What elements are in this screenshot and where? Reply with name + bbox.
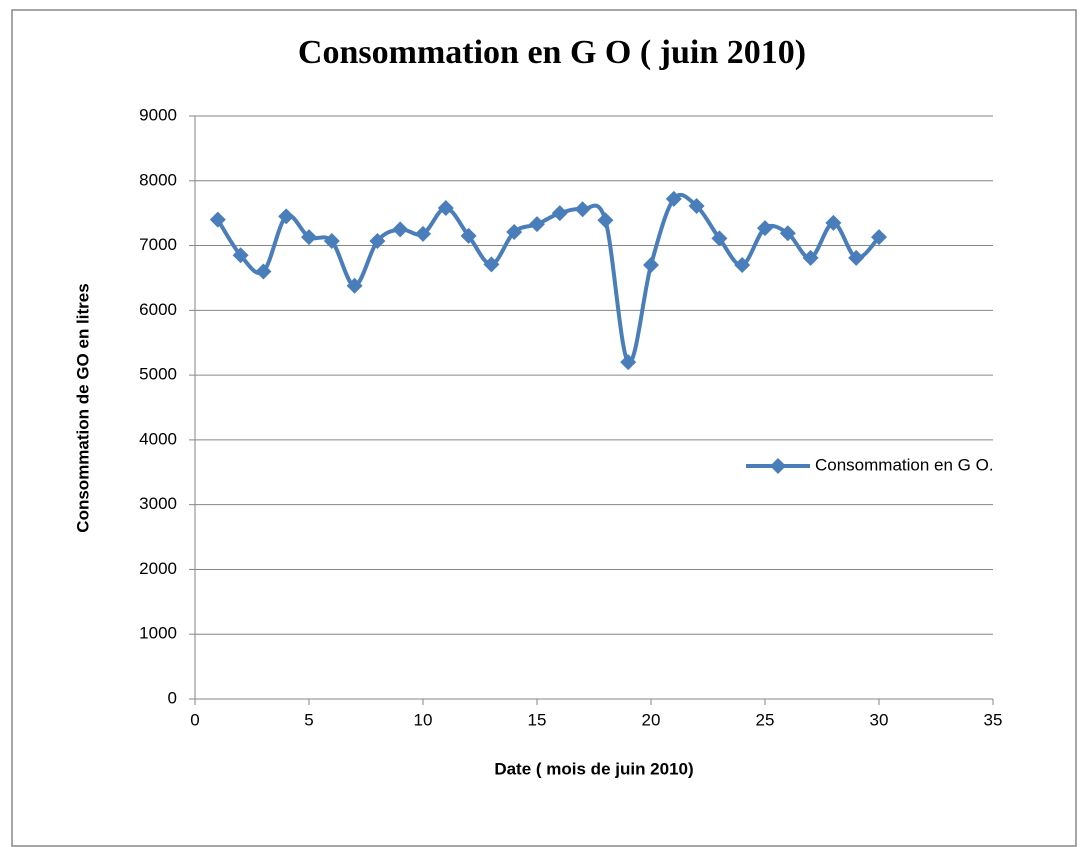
y-axis-title: Consommation de GO en litres [73,283,92,532]
point [871,229,887,246]
point [620,354,637,371]
legend-marker [770,458,786,474]
x-tick-label: 30 [870,710,889,729]
point [665,190,682,207]
point [232,247,249,264]
point [506,223,523,240]
x-axis-title: Date ( mois de juin 2010) [494,759,693,778]
y-tick-label: 8000 [139,170,177,189]
y-tick-label: 3000 [139,494,177,513]
point [802,249,819,266]
chart-title: Consommation en G O ( juin 2010) [298,34,806,71]
y-tick-label: 9000 [139,105,177,124]
x-tick-label: 10 [414,710,433,729]
point [688,198,705,215]
x-tick-label: 5 [304,710,313,729]
x-tick-label: 15 [528,710,547,729]
point [369,233,386,250]
point [551,205,568,222]
point [392,221,409,238]
point [460,227,477,244]
y-tick-label: 1000 [139,624,177,643]
point [437,199,454,216]
point [301,229,317,246]
y-tick-label: 0 [168,688,177,707]
y-tick-label: 7000 [139,235,177,254]
chart-frame [11,9,1077,847]
point [848,249,865,266]
x-tick-label: 35 [984,710,1003,729]
point [415,225,431,242]
x-tick-label: 0 [190,710,199,729]
point [597,212,614,229]
point [711,230,728,247]
point [734,256,751,273]
legend-label: Consommation en G O. [815,455,994,474]
point [323,233,340,250]
point [483,256,500,273]
point [643,256,659,273]
point [255,263,272,280]
y-tick-label: 4000 [139,429,177,448]
point [825,214,842,231]
x-tick-label: 20 [642,710,661,729]
point [757,220,773,237]
point [529,216,545,233]
point [278,208,295,225]
point [346,277,363,294]
y-tick-label: 6000 [139,300,177,319]
x-tick-label: 25 [756,710,775,729]
y-tick-label: 5000 [139,365,177,384]
point [779,225,796,242]
point [209,211,226,228]
y-tick-label: 2000 [139,559,177,578]
point [574,201,591,218]
